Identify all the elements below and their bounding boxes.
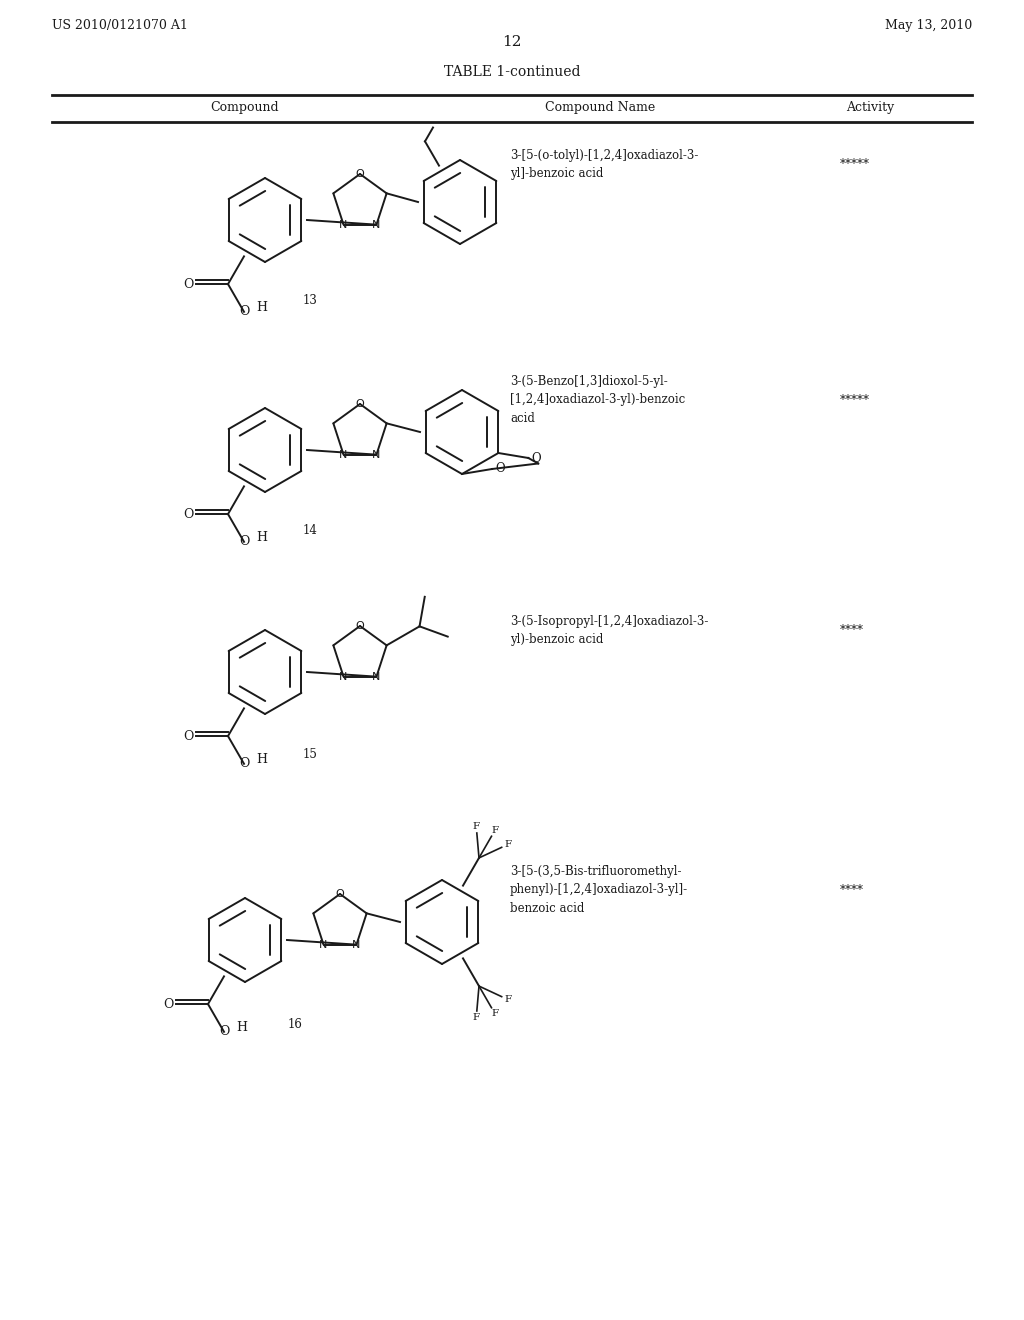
- Text: N: N: [352, 940, 360, 949]
- Text: N: N: [339, 219, 348, 230]
- Text: F: F: [492, 826, 499, 834]
- Text: N: N: [319, 940, 328, 949]
- Text: H: H: [256, 754, 267, 767]
- Text: US 2010/0121070 A1: US 2010/0121070 A1: [52, 18, 187, 32]
- Text: H: H: [237, 1022, 248, 1035]
- Text: Compound Name: Compound Name: [545, 100, 655, 114]
- Text: O: O: [531, 451, 541, 465]
- Text: N: N: [339, 672, 348, 681]
- Text: Activity: Activity: [846, 100, 894, 114]
- Text: O: O: [219, 1026, 229, 1039]
- Text: 3-[5-(o-tolyl)-[1,2,4]oxadiazol-3-
yl]-benzoic acid: 3-[5-(o-tolyl)-[1,2,4]oxadiazol-3- yl]-b…: [510, 149, 698, 181]
- Text: 14: 14: [302, 524, 317, 536]
- Text: TABLE 1-continued: TABLE 1-continued: [443, 65, 581, 79]
- Text: O: O: [183, 730, 194, 743]
- Text: O: O: [239, 758, 249, 771]
- Text: F: F: [505, 840, 512, 849]
- Text: Compound: Compound: [211, 100, 280, 114]
- Text: 3-(5-Isopropyl-[1,2,4]oxadiazol-3-
yl)-benzoic acid: 3-(5-Isopropyl-[1,2,4]oxadiazol-3- yl)-b…: [510, 615, 709, 645]
- Text: *****: *****: [840, 158, 870, 172]
- Text: O: O: [355, 169, 365, 180]
- Text: O: O: [163, 998, 173, 1011]
- Text: 15: 15: [302, 748, 317, 762]
- Text: *****: *****: [840, 393, 870, 407]
- Text: H: H: [256, 531, 267, 544]
- Text: O: O: [239, 305, 249, 318]
- Text: O: O: [355, 399, 365, 409]
- Text: F: F: [505, 995, 512, 1005]
- Text: N: N: [373, 219, 381, 230]
- Text: N: N: [373, 672, 381, 681]
- Text: H: H: [256, 301, 267, 314]
- Text: O: O: [183, 508, 194, 520]
- Text: 3-[5-(3,5-Bis-trifluoromethyl-
phenyl)-[1,2,4]oxadiazol-3-yl]-
benzoic acid: 3-[5-(3,5-Bis-trifluoromethyl- phenyl)-[…: [510, 866, 688, 915]
- Text: N: N: [373, 450, 381, 459]
- Text: May 13, 2010: May 13, 2010: [885, 18, 972, 32]
- Text: 3-(5-Benzo[1,3]dioxol-5-yl-
[1,2,4]oxadiazol-3-yl)-benzoic
acid: 3-(5-Benzo[1,3]dioxol-5-yl- [1,2,4]oxadi…: [510, 375, 685, 425]
- Text: O: O: [183, 277, 194, 290]
- Text: O: O: [495, 462, 505, 475]
- Text: 13: 13: [302, 293, 317, 306]
- Text: F: F: [473, 1014, 480, 1023]
- Text: F: F: [473, 821, 480, 830]
- Text: O: O: [239, 536, 249, 548]
- Text: 16: 16: [288, 1019, 302, 1031]
- Text: ****: ****: [840, 623, 864, 636]
- Text: F: F: [492, 1010, 499, 1018]
- Text: O: O: [336, 888, 344, 899]
- Text: O: O: [355, 620, 365, 631]
- Text: N: N: [339, 450, 348, 459]
- Text: 12: 12: [502, 36, 522, 49]
- Text: ****: ****: [840, 883, 864, 896]
